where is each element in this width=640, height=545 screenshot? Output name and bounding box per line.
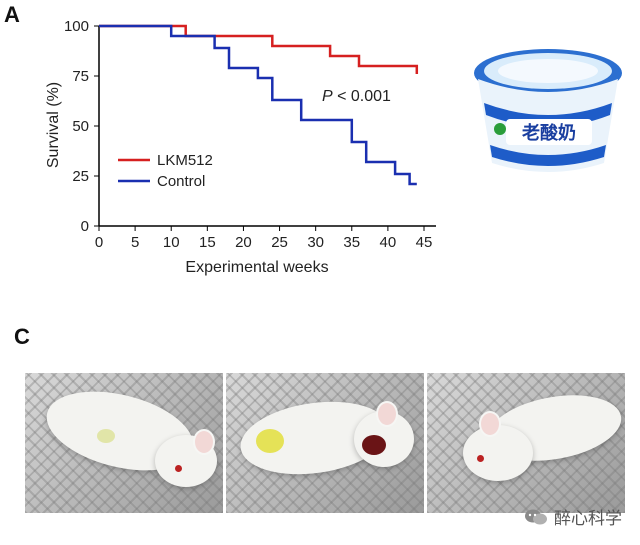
yogurt-cup-image: 老酸奶 [474, 49, 622, 172]
x-tick-label: 5 [131, 234, 139, 251]
x-tick-label: 0 [95, 234, 103, 251]
chat-bubbles-icon [525, 509, 547, 524]
chart-ticks: 0 5 10 15 20 25 30 35 40 45 0 25 50 75 100 [64, 18, 432, 251]
x-tick-label: 40 [380, 234, 397, 251]
mouse-photo-3 [427, 373, 625, 513]
y-tick-label: 75 [72, 68, 89, 85]
legend-label: LKM512 [157, 152, 213, 169]
survival-chart: 0 5 10 15 20 25 30 35 40 45 0 25 50 75 100 LKM512 Contr… [45, 18, 436, 276]
y-tick-label: 0 [81, 218, 89, 235]
series-line-lkm512 [99, 24, 419, 74]
x-tick-label: 10 [163, 234, 180, 251]
panel-label-c: C [14, 324, 30, 349]
series-line-control [99, 24, 417, 186]
y-tick-label: 25 [72, 168, 89, 185]
chart-axes [98, 26, 436, 227]
x-tick-label: 45 [416, 234, 433, 251]
x-tick-label: 15 [199, 234, 216, 251]
legend-label: Control [157, 173, 205, 190]
product-label: 老酸奶 [522, 122, 576, 143]
y-tick-label: 50 [72, 118, 89, 135]
x-tick-label: 25 [271, 234, 288, 251]
x-tick-label: 35 [343, 234, 360, 251]
x-axis-label: Experimental weeks [185, 259, 328, 276]
p-value-annotation: P < 0.001 [322, 88, 391, 105]
x-tick-label: 20 [235, 234, 252, 251]
watermark: 醉心科学 [524, 504, 622, 529]
panel-label-a: A [4, 2, 20, 27]
watermark-text: 醉心科学 [554, 509, 622, 528]
mouse-photo-1 [25, 373, 223, 513]
chart-series [99, 24, 419, 186]
y-tick-label: 100 [64, 18, 89, 35]
mouse-photo-strip [25, 373, 625, 513]
x-tick-label: 30 [307, 234, 324, 251]
mouse-photo-2 [226, 373, 424, 513]
chart-legend: LKM512 Control [118, 152, 213, 190]
y-axis-label: Survival (%) [45, 82, 62, 168]
